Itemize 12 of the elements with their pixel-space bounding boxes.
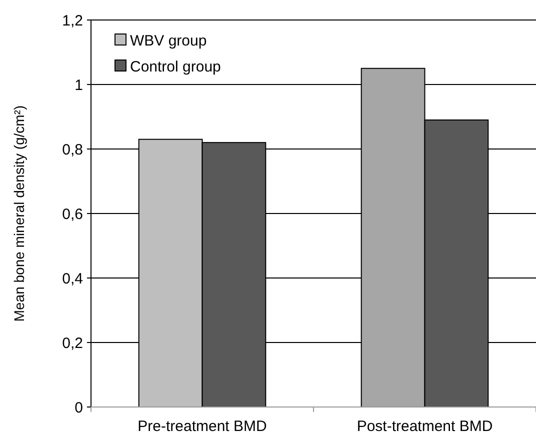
x-tick-label: Pre-treatment BMD — [138, 418, 268, 435]
y-tick-label: 1,2 — [62, 12, 83, 30]
legend-label: WBV group — [130, 32, 207, 50]
y-tick-label: 1 — [74, 76, 83, 94]
legend-label: Control group — [130, 58, 221, 76]
x-tick-label: Post-treatment BMD — [356, 418, 493, 435]
y-tick-label: 0,6 — [62, 206, 83, 223]
y-tick-label: 0,2 — [62, 334, 83, 352]
y-tick-label: 0 — [74, 399, 83, 416]
y-tick-label: 0,8 — [62, 141, 83, 158]
y-tick-label: 0,4 — [62, 270, 83, 288]
y-axis-title: Mean bone mineral density (g/cm²) — [11, 105, 27, 322]
